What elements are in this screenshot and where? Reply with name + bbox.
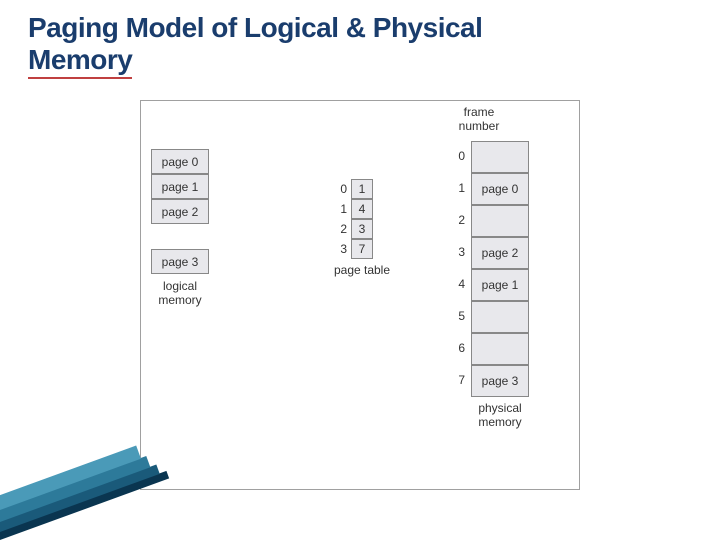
physical-cell-3: page 2 bbox=[471, 237, 529, 269]
physical-cell-5 bbox=[471, 301, 529, 333]
page-table-label: page table bbox=[327, 263, 397, 277]
frame-number-header: frame number bbox=[449, 105, 509, 134]
page-table-index-3: 3 bbox=[333, 242, 347, 256]
frame-number-6: 6 bbox=[451, 341, 465, 355]
page-table-cell-0: 1 bbox=[351, 179, 373, 199]
logical-cell-3: page 3 bbox=[151, 249, 209, 274]
page-table-index-1: 1 bbox=[333, 202, 347, 216]
physical-cell-2 bbox=[471, 205, 529, 237]
frame-number-4: 4 bbox=[451, 277, 465, 291]
physical-cell-0 bbox=[471, 141, 529, 173]
physical-memory-label: physical memory bbox=[471, 401, 529, 430]
page-table-cell-2: 3 bbox=[351, 219, 373, 239]
page-table-cell-1: 4 bbox=[351, 199, 373, 219]
frame-number-1: 1 bbox=[451, 181, 465, 195]
frame-number-7: 7 bbox=[451, 373, 465, 387]
logical-cell-0: page 0 bbox=[151, 149, 209, 174]
frame-number-5: 5 bbox=[451, 309, 465, 323]
logical-cell-1: page 1 bbox=[151, 174, 209, 199]
frame-number-0: 0 bbox=[451, 149, 465, 163]
physical-cell-7: page 3 bbox=[471, 365, 529, 397]
page-table-index-2: 2 bbox=[333, 222, 347, 236]
title-line2: Memory bbox=[28, 44, 132, 79]
logical-cell-2: page 2 bbox=[151, 199, 209, 224]
physical-cell-1: page 0 bbox=[471, 173, 529, 205]
diagram-area: frame number page 0page 1page 2page 3 lo… bbox=[140, 100, 580, 490]
frame-number-3: 3 bbox=[451, 245, 465, 259]
frame-number-2: 2 bbox=[451, 213, 465, 227]
page-table-index-0: 0 bbox=[333, 182, 347, 196]
page-table-cell-3: 7 bbox=[351, 239, 373, 259]
physical-cell-4: page 1 bbox=[471, 269, 529, 301]
physical-cell-6 bbox=[471, 333, 529, 365]
logical-memory-label: logical memory bbox=[151, 279, 209, 308]
title-line1: Paging Model of Logical & Physical bbox=[28, 12, 482, 43]
